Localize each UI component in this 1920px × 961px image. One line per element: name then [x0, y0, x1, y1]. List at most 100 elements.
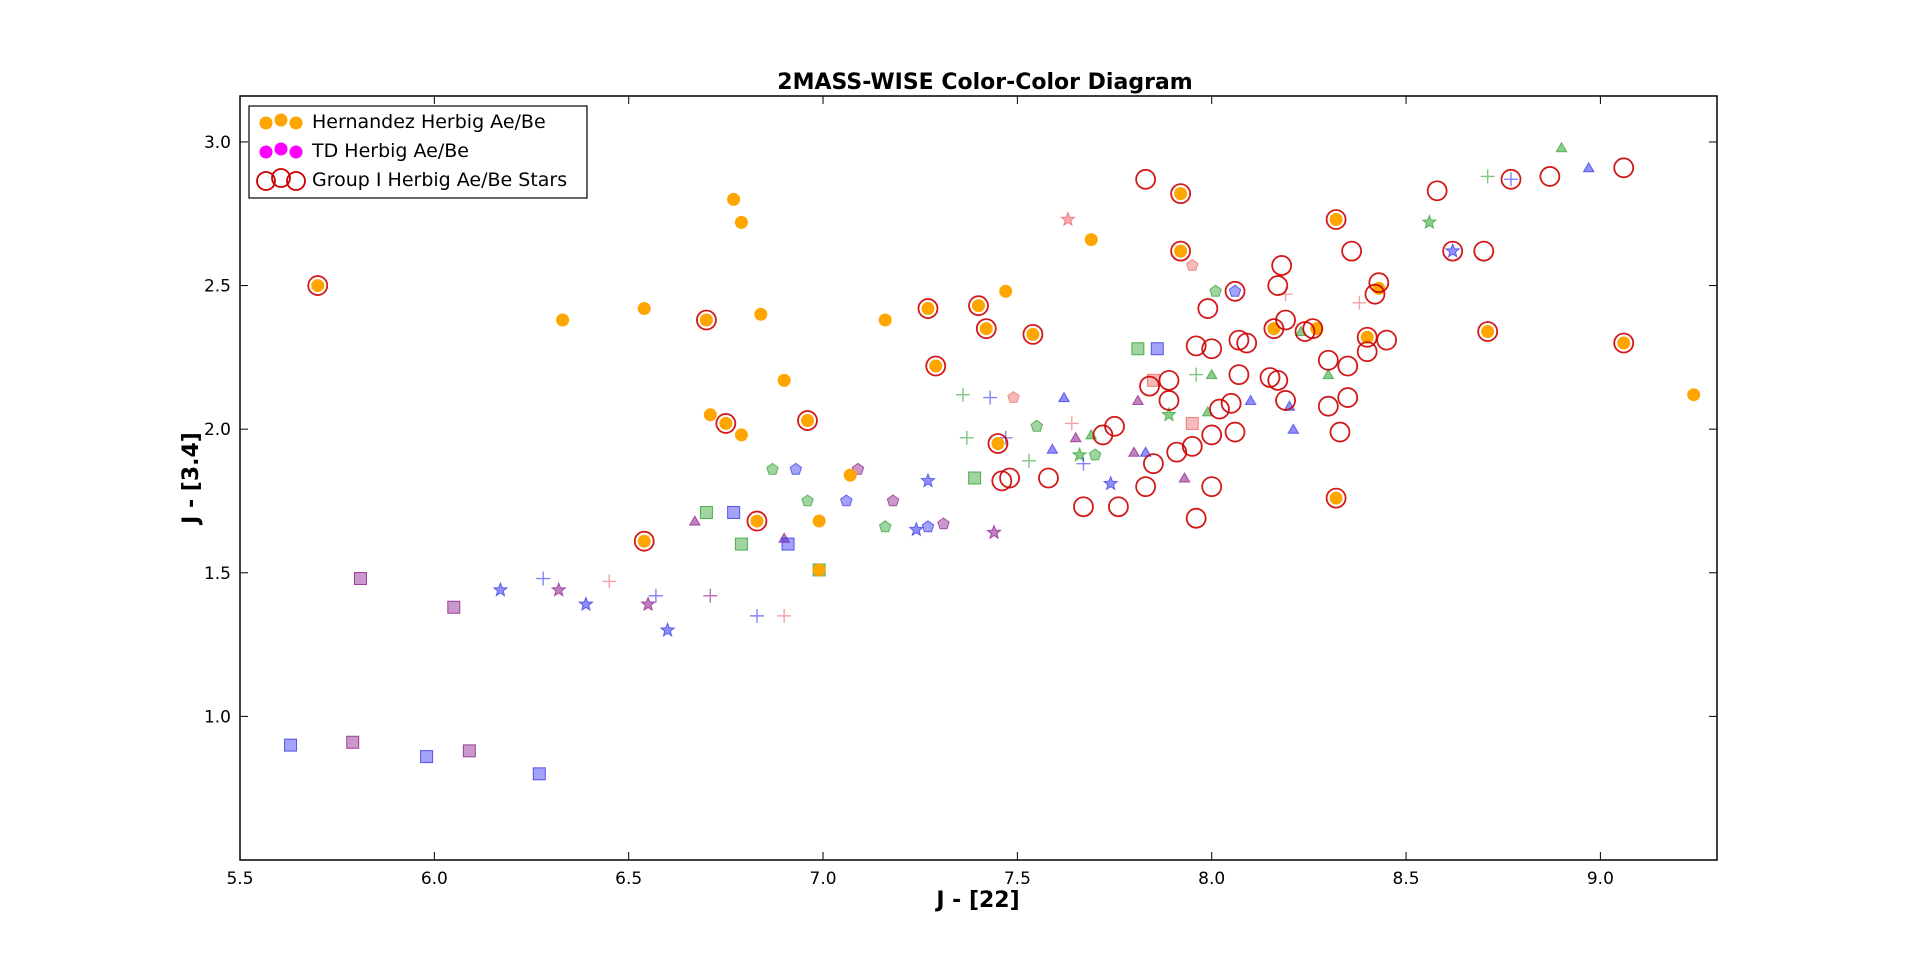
- data-point-group1: [715, 413, 737, 434]
- data-point-pentagon: [937, 517, 950, 530]
- data-point-group1: [307, 275, 329, 296]
- legend-marker: [286, 171, 306, 191]
- y-axis-label: J - [3.4]: [179, 432, 204, 526]
- data-point-group1: [1201, 424, 1223, 446]
- data-point-star: [1444, 242, 1461, 258]
- data-point-group1: [1317, 349, 1339, 371]
- data-point-hernandez: [311, 279, 325, 293]
- data-point-plus: [536, 571, 551, 586]
- x-tick-label: 5.5: [226, 869, 253, 889]
- data-point-group1: [1228, 364, 1250, 386]
- data-point-pentagon: [840, 494, 853, 507]
- data-point-triangle: [1287, 423, 1300, 434]
- data-point-square: [532, 767, 546, 781]
- data-point-group1: [797, 410, 818, 431]
- data-point-group1: [1185, 335, 1207, 357]
- data-point-square: [968, 471, 982, 485]
- data-point-group1: [1325, 209, 1347, 230]
- data-point-star: [1071, 446, 1088, 462]
- legend-label-group1: Group I Herbig Ae/Be Stars: [312, 169, 567, 191]
- data-point-triangle: [1139, 446, 1152, 457]
- y-tick-label: 2.0: [204, 420, 231, 440]
- data-point-group1: [1275, 309, 1296, 331]
- data-point-hernandez: [727, 192, 741, 206]
- data-point-group1: [1613, 157, 1635, 179]
- data-point-plus: [777, 608, 792, 623]
- data-point-plus: [1480, 169, 1495, 184]
- data-point-group1: [1302, 318, 1324, 340]
- data-point-group1: [696, 309, 717, 331]
- data-point-hernandez: [754, 307, 768, 321]
- data-point-triangle: [1131, 394, 1144, 405]
- data-point-star: [492, 581, 509, 597]
- data-point-hernandez: [750, 514, 764, 528]
- legend-marker: [274, 142, 288, 156]
- data-point-star: [1102, 475, 1119, 491]
- y-tick-label: 3.0: [204, 133, 231, 153]
- data-point-square: [1131, 342, 1145, 356]
- data-point-group1: [1329, 421, 1351, 443]
- data-point-group1: [1170, 240, 1192, 262]
- data-point-group1: [1477, 321, 1499, 342]
- data-point-triangle: [1205, 368, 1218, 380]
- data-point-star: [640, 596, 657, 612]
- data-point-plus: [1076, 456, 1091, 471]
- data-point-hernandez: [1267, 322, 1281, 336]
- data-point-star: [550, 581, 567, 597]
- data-point-group1: [1224, 421, 1246, 443]
- data-point-group1: [1337, 387, 1359, 408]
- data-point-square: [462, 744, 476, 758]
- data-point-group1: [1442, 240, 1464, 262]
- data-point-square: [1150, 342, 1164, 356]
- data-point-group1: [1376, 329, 1398, 351]
- data-point-group1: [1267, 369, 1289, 391]
- data-point-group1: [1181, 436, 1203, 457]
- data-point-group1: [1267, 275, 1289, 296]
- data-point-group1: [917, 298, 939, 319]
- legend-markers: [256, 113, 306, 191]
- y-tick-label: 2.5: [204, 277, 231, 297]
- data-point-plus: [959, 430, 974, 445]
- data-point-star: [919, 472, 936, 488]
- data-point-pentagon: [878, 520, 892, 533]
- legend-marker: [256, 171, 276, 191]
- data-point-group1: [968, 295, 989, 317]
- data-point-star: [1059, 211, 1076, 227]
- data-point-group1: [1139, 375, 1160, 397]
- x-tick-label: 7.5: [1004, 869, 1031, 889]
- x-axis-label: J - [22]: [934, 888, 1019, 913]
- data-point-triangle: [688, 515, 701, 526]
- data-point-star: [986, 524, 1003, 540]
- data-point-group1: [1613, 332, 1635, 354]
- x-tick-label: 8.0: [1198, 869, 1225, 889]
- data-point-square: [699, 505, 713, 519]
- x-tick-label: 9.0: [1587, 869, 1614, 889]
- data-point-group1: [1038, 467, 1059, 489]
- data-point-plus: [749, 608, 764, 623]
- data-point-pentagon: [1030, 419, 1044, 432]
- data-point-square: [353, 572, 367, 586]
- chart-title: 2MASS-WISE Color-Color Diagram: [777, 70, 1192, 95]
- data-point-group1: [1170, 183, 1192, 205]
- legend-label-td: TD Herbig Ae/Be: [311, 140, 469, 162]
- data-point-star: [908, 521, 925, 537]
- data-point-plus: [703, 588, 718, 603]
- data-point-triangle: [1127, 446, 1141, 457]
- data-point-square: [284, 738, 298, 752]
- data-point-pentagon: [1186, 258, 1199, 271]
- x-tick-label: 8.5: [1393, 869, 1420, 889]
- data-point-group1: [999, 467, 1020, 489]
- data-point-group1: [1500, 168, 1522, 190]
- data-point-plus: [955, 387, 970, 402]
- data-point-hernandez: [800, 414, 814, 428]
- x-tick-label: 6.5: [615, 869, 642, 889]
- legend-marker: [289, 116, 303, 130]
- data-point-hernandez: [878, 313, 892, 327]
- data-point-square: [734, 537, 748, 551]
- data-point-hernandez: [979, 322, 993, 336]
- data-point-hernandez: [843, 468, 857, 482]
- data-point-plus: [1504, 172, 1518, 187]
- data-point-hernandez: [1329, 213, 1343, 227]
- data-point-group1: [1135, 476, 1157, 498]
- data-point-group1: [987, 433, 1009, 454]
